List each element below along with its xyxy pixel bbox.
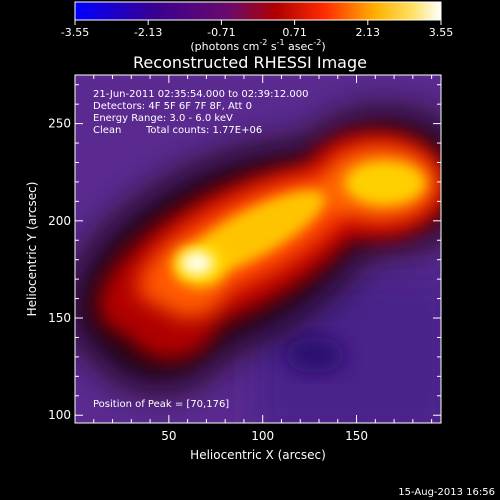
heatmap <box>75 75 441 423</box>
y-tick-label: 250 <box>48 117 71 131</box>
y-tick-label: 150 <box>48 311 71 325</box>
y-tick-label: 100 <box>48 408 71 422</box>
footer-timestamp: 15-Aug-2013 16:56 <box>398 487 495 498</box>
chart-title: Reconstructed RHESSI Image <box>133 53 367 72</box>
x-tick-label: 100 <box>251 429 274 443</box>
x-tick-label: 150 <box>345 429 368 443</box>
colorbar-tick-label: 2.13 <box>356 26 381 39</box>
total-counts-text: Total counts: 1.77E+06 <box>145 125 262 136</box>
y-tick-label: 200 <box>48 214 71 228</box>
clean-label-text: Clean <box>93 125 121 136</box>
colorbar-ticks: -3.55 -2.13 -0.71 0.71 2.13 3.55 <box>61 20 453 39</box>
annotations: 21-Jun-2011 02:35:54.000 to 02:39:12.000… <box>93 89 309 410</box>
colorbar-tick-label: 3.55 <box>429 26 454 39</box>
colorbar: -3.55 -2.13 -0.71 0.71 2.13 3.55 (photons cm-… <box>61 1 453 53</box>
colorbar-tick-label: -2.13 <box>134 26 162 39</box>
x-tick-label: 50 <box>161 429 176 443</box>
y-axis-label: Heliocentric Y (arcsec) <box>25 182 39 317</box>
plot-area: 50 100 150 100 150 200 250 <box>48 74 442 443</box>
peak-position-text: Position of Peak = [70,176] <box>93 399 229 410</box>
detectors-text: Detectors: 4F 5F 6F 7F 8F, Att 0 <box>93 101 252 112</box>
colorbar-tick-label: 0.71 <box>282 26 307 39</box>
colorbar-units: (photons cm-2 s-1 asec-2) <box>190 38 325 53</box>
energy-range-text: Energy Range: 3.0 - 6.0 keV <box>93 113 233 124</box>
y-axis-ticks: 100 150 200 250 <box>48 84 441 422</box>
colorbar-gradient <box>74 1 442 21</box>
plot-frame <box>74 74 442 424</box>
time-range-text: 21-Jun-2011 02:35:54.000 to 02:39:12.000 <box>93 89 309 100</box>
heatmap-peak <box>181 251 213 275</box>
x-axis-ticks: 50 100 150 <box>93 75 433 443</box>
heatmap-dark-blob <box>285 337 345 373</box>
x-axis-label: Heliocentric X (arcsec) <box>190 448 326 462</box>
colorbar-tick-label: -3.55 <box>61 26 89 39</box>
colorbar-tick-label: -0.71 <box>207 26 235 39</box>
